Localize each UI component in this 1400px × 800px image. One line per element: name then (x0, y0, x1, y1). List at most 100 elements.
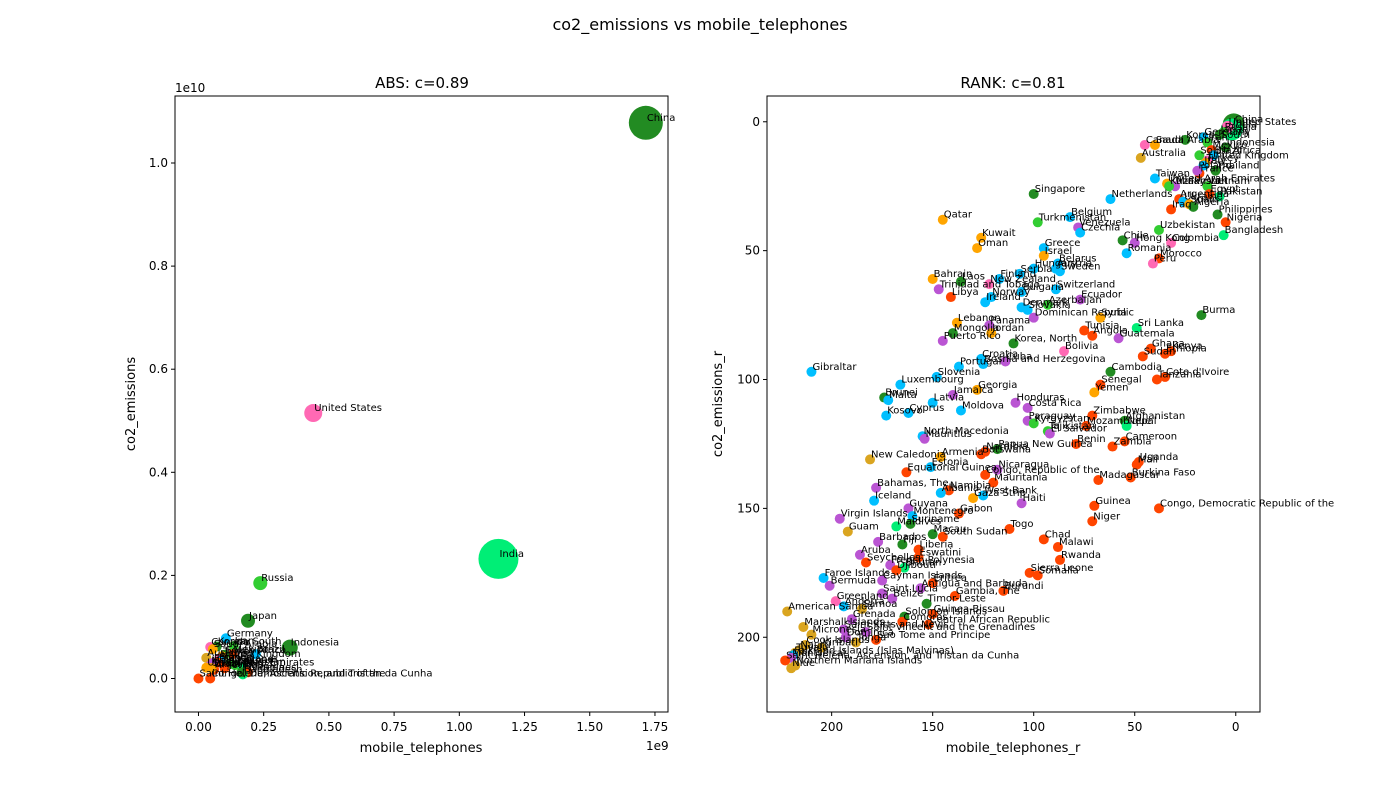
rank-point-label-faroe-islands: Faroe Islands (825, 568, 890, 579)
rank-point-west-bank (978, 490, 989, 501)
rank-point-label-greenland: Greenland (837, 591, 889, 602)
abs-x-tick-label: 0.75 (381, 720, 408, 734)
rank-point-label-bangladesh: Bangladesh (1225, 225, 1284, 236)
rank-point-cayman-islands (877, 575, 888, 586)
rank-point-label-nigeria: Nigeria (1227, 212, 1263, 223)
rank-point-bolivia (1059, 346, 1070, 357)
abs-point-label-egypt: Egypt (226, 658, 255, 669)
rank-point-label-luxembourg: Luxembourg (901, 375, 963, 386)
rank-point-serbia (1014, 268, 1025, 279)
rank-point-bermuda (824, 580, 835, 591)
rank-point-label-uganda: Uganda (1140, 452, 1179, 463)
rank-point-label-chad: Chad (1045, 529, 1071, 540)
rank-point-estonia (925, 462, 936, 473)
abs-point-label-united-arab-emirates: United Arab Emirates (207, 658, 314, 669)
abs-point-label-philippines: Philippines (243, 662, 297, 673)
rank-point-australia (1135, 152, 1146, 163)
rank-point-label-saudi-arabia: Saudi Arabia (1156, 135, 1219, 146)
rank-point-cyprus (903, 408, 914, 419)
abs-point-vietnam (229, 660, 240, 671)
abs-point-label-ukraine: Ukraine (214, 659, 253, 670)
rank-point-label-ukraine: Ukraine (1184, 192, 1223, 203)
rank-point-label-cameroon: Cameroon (1126, 431, 1177, 442)
rank-point-label-nicaragua: Nicaragua (998, 460, 1049, 471)
rank-point-puerto-rico (937, 335, 948, 346)
abs-point-label-united-kingdom: United Kingdom (220, 649, 300, 660)
rank-point-greenland (830, 596, 841, 607)
rank-point-label-timor-leste: Timor-Leste (927, 594, 986, 605)
rank-point-label-guinea: Guinea (1095, 496, 1130, 507)
abs-point-label-nigeria: Nigeria (249, 662, 285, 673)
rank-point-label-south-sudan: South Sudan (944, 527, 1008, 538)
rank-point-slovenia (931, 371, 942, 382)
rank-point-label-papua-new-guinea: Papua New Guinea (998, 439, 1092, 450)
rank-point-label-algeria: Algeria (1194, 197, 1229, 208)
rank-point-papua-new-guinea (992, 444, 1003, 455)
rank-point-djibouti (891, 565, 902, 576)
rank-point-label-china: China (1235, 114, 1264, 125)
rank-point-label-syria: Syria (1101, 308, 1126, 319)
rank-point-label-italy: Italy (1204, 156, 1226, 167)
abs-labels-layer: China United States India Russia Japan Indone… (199, 113, 675, 680)
abs-point-label-thailand: Thailand (230, 654, 274, 665)
rank-point-label-costa-rica: Costa Rica (1029, 398, 1082, 409)
rank-point-label-samoa: Samoa (863, 599, 897, 610)
rank-point-label-moldova: Moldova (962, 400, 1004, 411)
rank-point-label-suriname: Suriname (911, 514, 959, 525)
rank-point-aruba (854, 549, 865, 560)
rank-point-label-bolivia: Bolivia (1065, 341, 1098, 352)
rank-point-label-lebanon: Lebanon (958, 313, 1001, 324)
rank-point-somalia (1032, 570, 1043, 581)
abs-point-label-italy: Italy (222, 651, 244, 662)
rank-y-tick-label: 50 (745, 244, 760, 258)
rank-point-label-burkina-faso: Burkina Faso (1132, 467, 1196, 478)
rank-point-kiribati (816, 642, 827, 653)
rank-point-label-indonesia: Indonesia (1227, 138, 1275, 149)
rank-point-mongolia (947, 328, 958, 339)
rank-point-label-benin: Benin (1077, 434, 1105, 445)
rank-point-pakistan (1214, 191, 1225, 202)
rank-x-tick-label: 0 (1232, 720, 1240, 734)
rank-point-label-trinidad-and-tobago: Trinidad and Tobago (939, 279, 1040, 290)
rank-point-label-niue: Niue (792, 658, 815, 669)
rank-point-label-gambia-the: Gambia, The (956, 586, 1020, 597)
rank-point-zambia (1107, 441, 1118, 452)
rank-point-guam (842, 526, 853, 537)
rank-point-malawi (1052, 542, 1063, 553)
rank-point-label-pakistan: Pakistan (1221, 187, 1263, 198)
rank-point-romania (1121, 248, 1132, 259)
rank-point-poland (1192, 165, 1203, 176)
rank-point-label-australia: Australia (1142, 148, 1186, 159)
rank-point-congo-democratic-republic-of-the (1153, 503, 1164, 514)
rank-point-label-american-samoa: American Samoa (788, 601, 873, 612)
rank-point-label-canada: Canada (1146, 135, 1184, 146)
rank-point-greece (1038, 243, 1049, 254)
rank-point-label-czechia: Czechia (1081, 223, 1120, 234)
rank-point-label-west-bank: West Bank (984, 485, 1037, 496)
rank-point-label-saint-lucia: Saint Lucia (883, 583, 938, 594)
rank-point-label-hungary: Hungary (1035, 259, 1078, 270)
abs-x-tick-label: 1.25 (511, 720, 538, 734)
rank-point-eritrea (927, 578, 938, 589)
rank-point-label-andorra: Andorra (845, 596, 885, 607)
rank-point-zimbabwe (1087, 410, 1098, 421)
rank-point-label-malawi: Malawi (1059, 537, 1094, 548)
rank-point-latvia (927, 397, 938, 408)
rank-point-label-kyrgyzstan: Kyrgyzstan (1035, 413, 1090, 424)
rank-point-canada (1139, 139, 1150, 150)
rank-point-virgin-islands (834, 513, 845, 524)
rank-point-label-botswana: Botswana (982, 444, 1031, 455)
abs-panel-title: ABS: c=0.89 (375, 74, 469, 92)
rank-point-label-burundi: Burundi (1004, 581, 1043, 592)
rank-point-label-denmark: Denmark (1023, 297, 1069, 308)
rank-point-barbados (873, 536, 884, 547)
rank-point-benin (1071, 438, 1082, 449)
rank-point-trinidad-and-tobago (933, 284, 944, 295)
rank-point-label-cayman-islands: Cayman Islands (883, 571, 962, 582)
rank-point-sierra-leone (1024, 567, 1035, 578)
rank-point-label-kiribati: Kiribati (823, 638, 858, 649)
rank-point-jordan (986, 328, 997, 339)
rank-x-tick-label: 100 (1022, 720, 1045, 734)
rank-point-malta (883, 395, 894, 406)
rank-point-label-chile: Chile (1124, 230, 1149, 241)
